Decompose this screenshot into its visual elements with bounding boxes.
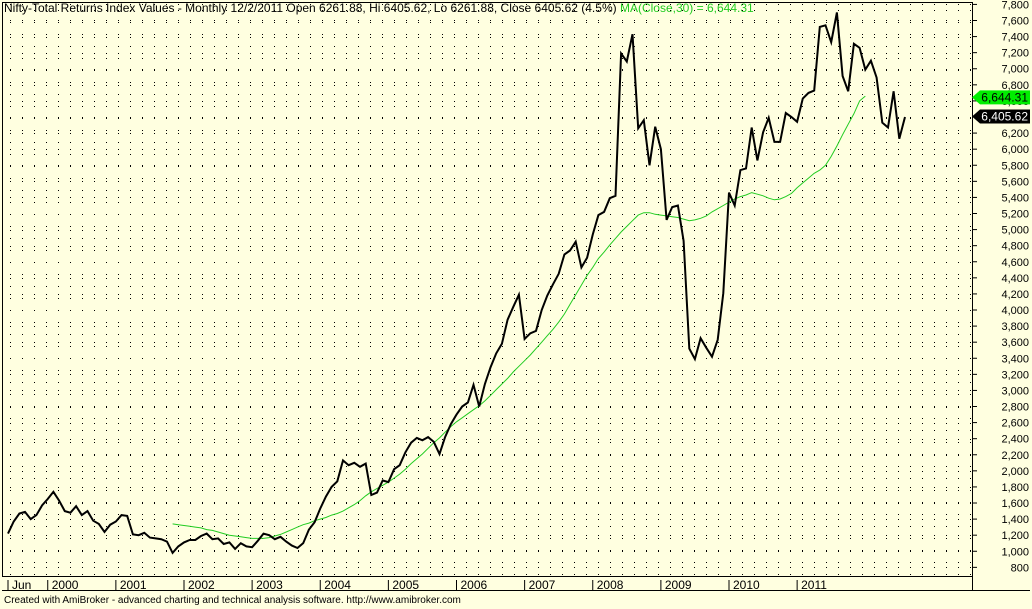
y-tick-label: 2,200 <box>1001 450 1029 462</box>
y-tick-label: 7,600 <box>1001 15 1029 27</box>
x-tick-label: 2009 <box>665 578 692 592</box>
ma-value-label-bg <box>972 90 1030 105</box>
ma-value-label: 6,644.31 <box>972 90 1030 105</box>
value-labels: 6,644.31 6,405.62 <box>972 90 1030 124</box>
y-tick-label: 5,000 <box>1001 225 1029 237</box>
x-tick-label: 2004 <box>324 578 351 592</box>
y-tick-label: 4,600 <box>1001 257 1029 269</box>
x-tick-label: 2007 <box>529 578 556 592</box>
y-tick-label: 1,000 <box>1001 546 1029 558</box>
grid-dots <box>10 4 971 575</box>
y-tick-label: 4,400 <box>1001 273 1029 285</box>
y-tick-label: 1,800 <box>1001 482 1029 494</box>
y-tick-label: 3,200 <box>1001 369 1029 381</box>
x-axis-ticks: Jun 2000 2001 2002 2003 2004 2005 2006 2007 2008 2… <box>7 578 827 592</box>
y-tick-label: 3,800 <box>1001 321 1029 333</box>
y-tick-label: 3,400 <box>1001 353 1029 365</box>
y-tick-label: 800 <box>1011 562 1029 574</box>
y-tick-label: 4,000 <box>1001 305 1029 317</box>
y-tick-label: 5,400 <box>1001 192 1029 204</box>
y-tick-label: 6,800 <box>1001 80 1029 92</box>
x-tick-label: 2005 <box>392 578 419 592</box>
y-tick-label: 2,400 <box>1001 434 1029 446</box>
y-tick-label: 4,800 <box>1001 241 1029 253</box>
title-prefix: Nifty-Total Returns Index Values - Month… <box>4 1 617 15</box>
y-axis-ticks: 800 1,000 1,200 1,400 1,600 1,800 2,000 2,200 2,… <box>972 0 1029 574</box>
chart-title: Nifty-Total Returns Index Values - Month… <box>4 1 754 15</box>
close-value-label-text: 6,405.62 <box>981 110 1028 124</box>
y-tick-label: 5,600 <box>1001 176 1029 188</box>
y-tick-label: 2,000 <box>1001 466 1029 478</box>
y-tick-label: 2,600 <box>1001 418 1029 430</box>
ma-series-line <box>172 95 866 539</box>
price-series-line <box>7 12 906 555</box>
y-tick-label: 3,000 <box>1001 385 1029 397</box>
x-tick-label: 2011 <box>801 578 827 592</box>
y-tick-label: 5,800 <box>1001 160 1029 172</box>
title-ma-text: MA(Close,30) = 6,644.31 <box>619 1 754 15</box>
footer-credit: Created with AmiBroker - advanced charti… <box>4 595 461 606</box>
y-tick-label: 7,800 <box>1001 0 1029 11</box>
x-tick-label: Jun <box>12 578 31 592</box>
y-tick-label: 4,200 <box>1001 289 1029 301</box>
x-tick-label: 2002 <box>188 578 215 592</box>
y-tick-label: 6,200 <box>1001 128 1029 140</box>
close-value-label-bg <box>972 109 1030 124</box>
y-tick-label: 7,000 <box>1001 64 1029 76</box>
close-value-label: 6,405.62 <box>972 109 1030 124</box>
grid-dot-pattern <box>10 4 971 575</box>
y-tick-label: 1,600 <box>1001 498 1029 510</box>
x-tick-label: 2010 <box>733 578 760 592</box>
x-tick-label: 2008 <box>597 578 624 592</box>
y-tick-label: 1,200 <box>1001 530 1029 542</box>
x-tick-label: 2003 <box>256 578 283 592</box>
y-tick-label: 3,600 <box>1001 337 1029 349</box>
y-tick-label: 7,400 <box>1001 32 1029 44</box>
y-tick-label: 7,200 <box>1001 48 1029 60</box>
x-tick-label: 2001 <box>120 578 147 592</box>
y-tick-label: 1,400 <box>1001 514 1029 526</box>
y-tick-label: 6,000 <box>1001 144 1029 156</box>
y-tick-label: 5,200 <box>1001 209 1029 221</box>
y-tick-label: 2,800 <box>1001 402 1029 414</box>
x-tick-label: 2006 <box>461 578 488 592</box>
x-tick-label: 2000 <box>52 578 79 592</box>
ma-value-label-text: 6,644.31 <box>981 90 1028 104</box>
